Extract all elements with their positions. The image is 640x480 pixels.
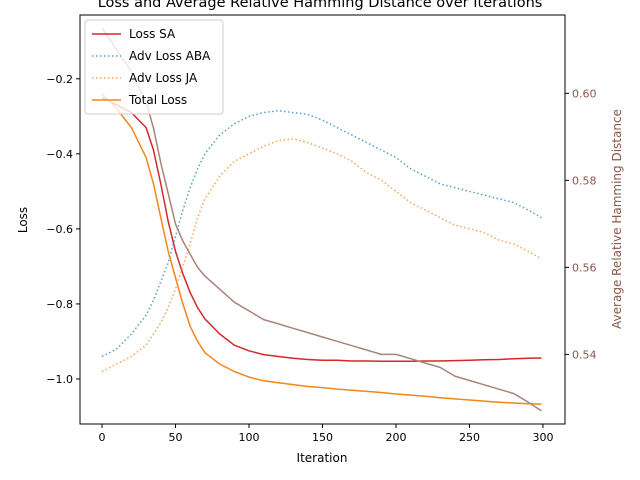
series-line-total [101,93,542,405]
y2-tick-label: 0.60 [572,87,597,100]
x-tick-label: 100 [239,431,260,444]
y2-tick-label: 0.54 [572,348,597,361]
y-tick-label: −0.2 [46,73,73,86]
legend-label: Loss SA [129,27,176,41]
y-axis-left: −1.0 −0.8 −0.6 −0.4 −0.2 [46,73,80,386]
y2-tick-label: 0.58 [572,174,597,187]
x-axis: 0 50 100 150 200 250 300 [99,424,553,444]
plot-lines [101,27,542,412]
y-tick-label: −0.4 [46,148,73,161]
x-tick-label: 0 [99,431,106,444]
y-axis-right: 0.54 0.56 0.58 0.60 [565,87,597,361]
x-tick-label: 150 [312,431,333,444]
series-line-loss_sa [101,96,542,363]
y-tick-label: −1.0 [46,373,73,386]
chart-title: Loss and Average Relative Hamming Distan… [98,0,543,11]
legend-label: Adv Loss JA [129,71,198,85]
y-tick-label: −0.8 [46,298,73,311]
series-line-hamming [101,27,542,412]
x-tick-label: 200 [385,431,406,444]
y2-axis-label: Average Relative Hamming Distance [610,109,624,329]
legend-label: Adv Loss ABA [129,49,211,63]
x-axis-label: Iteration [297,451,348,465]
legend-box [84,19,224,115]
x-tick-label: 250 [459,431,480,444]
x-tick-label: 50 [169,431,183,444]
series-line-adv_aba [101,109,542,358]
legend-label: Total Loss [128,93,187,107]
y-tick-label: −0.6 [46,223,73,236]
x-tick-label: 300 [532,431,553,444]
y2-tick-label: 0.56 [572,261,597,274]
y-axis-label: Loss [16,207,30,233]
legend: Loss SA Adv Loss ABA Adv Loss JA Total Loss [84,19,224,115]
